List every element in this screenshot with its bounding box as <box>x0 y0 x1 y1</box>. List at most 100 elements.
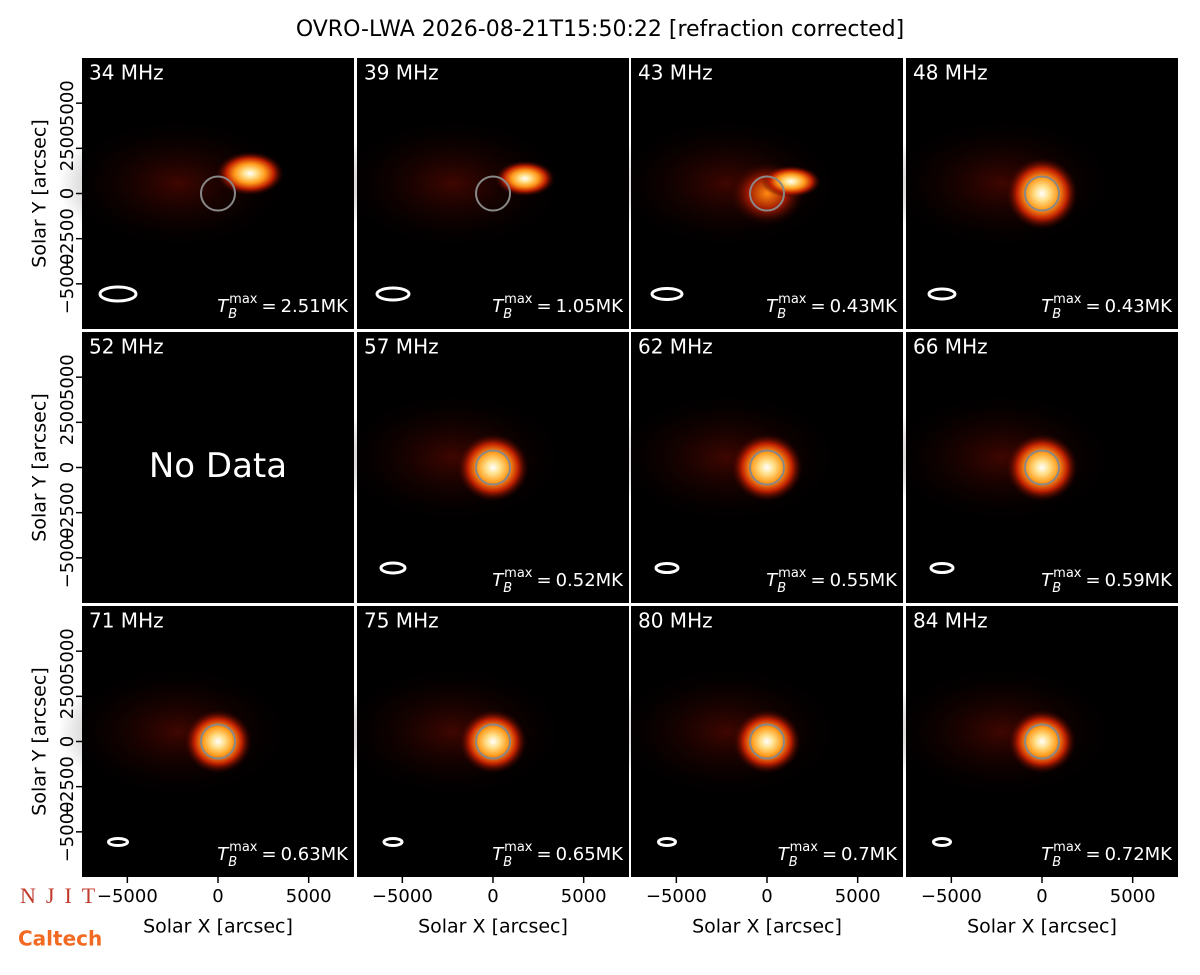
y-axis-label: Solar Y [arcsec] <box>29 667 51 815</box>
tb-symbol: T <box>492 844 505 865</box>
x-tick-label: 0 <box>1036 886 1047 907</box>
panel: TBmax = 0.59MK 66 MHz <box>882 332 1178 603</box>
freq-label: 71 MHz <box>89 609 164 633</box>
solar-disk <box>475 449 511 486</box>
tb-sup: max <box>229 292 258 307</box>
source <box>1008 709 1076 774</box>
solar-disk <box>475 175 511 212</box>
y-tick-label: 5000 <box>57 354 78 400</box>
tb-sub: B <box>503 307 512 322</box>
haze <box>58 661 298 802</box>
tmax-value: 0.43MK <box>830 296 899 317</box>
x-tick-label: 0 <box>487 886 498 907</box>
solar-disk <box>200 175 236 212</box>
tb-sub: B <box>1052 855 1061 870</box>
y-tick-label: 2500 <box>57 673 78 719</box>
panel: TBmax = 0.72MK 84 MHz <box>882 606 1178 877</box>
tb-sup: max <box>778 566 807 581</box>
x-tick-label: −5000 <box>646 886 707 907</box>
tb-sub: B <box>1052 581 1061 596</box>
tb-sup: max <box>1053 566 1082 581</box>
haze <box>333 113 573 254</box>
x-axis-label: Solar X [arcsec] <box>692 916 842 938</box>
source <box>731 433 803 502</box>
y-tick-label: −2500 <box>57 756 78 817</box>
beam <box>98 285 138 303</box>
tb-symbol: T <box>1041 844 1054 865</box>
tb-sub: B <box>503 581 512 596</box>
x-tick-label: 5000 <box>286 886 332 907</box>
panel: No Data 52 MHz <box>82 332 354 603</box>
x-axis-label: Solar X [arcsec] <box>418 916 568 938</box>
tb-sup: max <box>504 566 533 581</box>
tb-sup: max <box>1053 292 1082 307</box>
panel: TBmax = 0.43MK 43 MHz <box>607 58 903 329</box>
tb-eq: = <box>536 844 551 865</box>
freq-label: 39 MHz <box>364 61 439 85</box>
beam <box>375 286 411 302</box>
tb-sub: B <box>228 307 237 322</box>
freq-label: 52 MHz <box>89 335 164 359</box>
source <box>459 709 527 774</box>
y-tick-label: 0 <box>57 188 78 199</box>
source <box>733 709 801 774</box>
y-axis-label: Solar Y [arcsec] <box>29 119 51 267</box>
tmax-label: TBmax = 0.52MK <box>492 566 624 596</box>
tb-sup: max <box>504 840 533 855</box>
x-tick-label: 0 <box>761 886 772 907</box>
x-tick-label: 5000 <box>1110 886 1156 907</box>
tb-sub: B <box>1052 307 1061 322</box>
beam <box>379 561 407 575</box>
freq-label: 48 MHz <box>913 61 988 85</box>
tb-sub: B <box>777 307 786 322</box>
freq-label: 84 MHz <box>913 609 988 633</box>
y-tick-label: −5000 <box>57 801 78 862</box>
freq-label: 57 MHz <box>364 335 439 359</box>
solar-disk <box>1024 449 1060 486</box>
freq-label: 75 MHz <box>364 609 439 633</box>
source <box>457 433 529 502</box>
solar-disk <box>749 175 785 212</box>
beam <box>657 837 677 847</box>
tmax-label: TBmax = 0.63MK <box>217 840 349 870</box>
panel: TBmax = 0.7MK 80 MHz <box>607 606 903 877</box>
tb-eq: = <box>536 296 551 317</box>
logo-njit: NJIT <box>20 883 105 908</box>
tmax-label: TBmax = 0.7MK <box>778 840 899 870</box>
y-tick-label: 2500 <box>57 399 78 445</box>
x-tick-label: −5000 <box>921 886 982 907</box>
tb-eq: = <box>1085 296 1100 317</box>
beam <box>107 837 129 847</box>
tmax-value: 0.55MK <box>830 570 899 591</box>
tb-symbol: T <box>217 844 230 865</box>
tb-eq: = <box>1085 570 1100 591</box>
x-tick-label: 5000 <box>835 886 881 907</box>
x-tick-label: −5000 <box>372 886 433 907</box>
tmax-label: TBmax = 0.43MK <box>1041 292 1173 322</box>
panel: TBmax = 0.52MK 57 MHz <box>333 332 629 603</box>
haze <box>607 661 847 802</box>
panel: TBmax = 0.63MK 71 MHz <box>58 606 354 877</box>
source <box>1006 433 1078 502</box>
tmax-label: TBmax = 0.65MK <box>492 840 624 870</box>
haze <box>333 387 573 528</box>
tb-eq: = <box>822 844 837 865</box>
tb-symbol: T <box>766 296 779 317</box>
tb-eq: = <box>810 296 825 317</box>
tb-sup: max <box>1053 840 1082 855</box>
y-tick-label: 2500 <box>57 125 78 171</box>
y-tick-label: 5000 <box>57 628 78 674</box>
tmax-value: 0.65MK <box>556 844 625 865</box>
haze <box>882 661 1122 802</box>
tb-symbol: T <box>492 296 505 317</box>
tmax-value: 0.72MK <box>1105 844 1174 865</box>
panel: TBmax = 0.65MK 75 MHz <box>333 606 629 877</box>
tb-symbol: T <box>778 844 791 865</box>
logo-caltech: Caltech <box>18 927 102 951</box>
y-tick-label: 5000 <box>57 80 78 126</box>
x-axis-label: Solar X [arcsec] <box>143 916 293 938</box>
tmax-value: 0.43MK <box>1105 296 1174 317</box>
freq-label: 43 MHz <box>638 61 713 85</box>
y-axis-label: Solar Y [arcsec] <box>29 393 51 541</box>
